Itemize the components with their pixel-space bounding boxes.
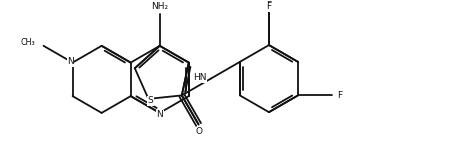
Text: F: F [338, 91, 343, 100]
Text: O: O [195, 127, 202, 136]
Text: CH₃: CH₃ [20, 38, 35, 47]
Text: HN: HN [194, 73, 207, 82]
Text: NH₂: NH₂ [151, 2, 168, 11]
Text: F: F [266, 1, 271, 10]
Text: N: N [156, 110, 163, 119]
Text: N: N [67, 57, 74, 66]
Text: S: S [148, 96, 153, 105]
Text: F: F [266, 2, 271, 11]
